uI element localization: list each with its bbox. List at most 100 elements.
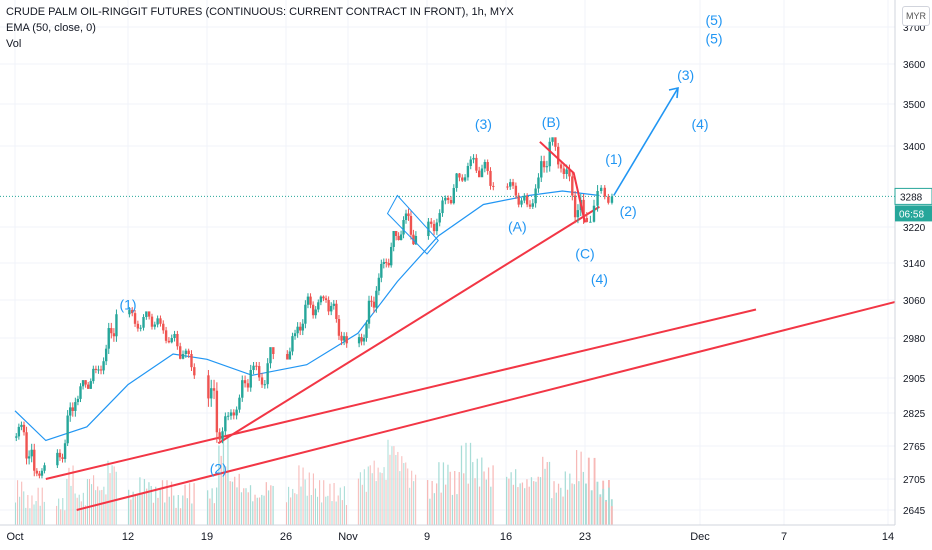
candle-body — [218, 432, 221, 440]
price-tick-label: 3400 — [903, 142, 926, 153]
volume-bar — [575, 450, 578, 525]
candle-body — [25, 432, 28, 459]
candle-body — [255, 365, 258, 367]
volume-bar — [397, 451, 399, 525]
price-candles — [15, 137, 614, 479]
volume-bar — [19, 496, 21, 525]
ema-legend[interactable]: EMA (50, close, 0) — [6, 22, 96, 34]
volume-bar — [130, 499, 132, 525]
candle-body — [224, 416, 227, 432]
volume-bar — [530, 477, 533, 525]
volume-bar — [345, 505, 347, 525]
volume-bar — [211, 488, 213, 525]
currency-button[interactable]: MYR — [902, 6, 930, 26]
volume-bar — [339, 487, 341, 525]
volume-bar — [512, 484, 515, 525]
volume-bar — [95, 490, 97, 525]
candle-body — [212, 388, 216, 391]
candle-body — [409, 216, 413, 235]
candle-body — [97, 369, 100, 371]
candle-body — [58, 452, 62, 458]
candle-body — [33, 449, 36, 471]
volume-bar — [101, 489, 103, 525]
volume-bar — [413, 481, 415, 525]
volume-bar — [157, 497, 159, 525]
candle-body — [115, 314, 118, 337]
wave-label: (C) — [575, 246, 594, 262]
candle-body — [551, 137, 554, 142]
candle-body — [131, 310, 134, 314]
volume-bar — [41, 487, 43, 525]
volume-bar — [137, 494, 139, 525]
price-tick-label: 3500 — [903, 100, 926, 111]
volume-bar — [84, 505, 86, 525]
volume-bar — [521, 482, 524, 525]
volume-bar — [371, 473, 373, 525]
candle-body — [483, 161, 487, 169]
volume-bar — [25, 507, 27, 525]
volume-bar — [331, 501, 333, 525]
volume-bar — [111, 465, 113, 525]
candle-body — [517, 195, 520, 205]
candle-body — [150, 316, 154, 327]
volume-bar — [249, 485, 252, 525]
chart-legend: CRUDE PALM OIL-RINGGIT FUTURES (CONTINUO… — [6, 4, 514, 52]
time-tick-label: 26 — [280, 531, 292, 543]
candle-body — [102, 361, 105, 371]
candle-body — [475, 157, 478, 171]
candle-body — [322, 296, 325, 299]
symbol-title[interactable]: CRUDE PALM OIL-RINGGIT FUTURES (CONTINUO… — [6, 6, 514, 18]
candle-body — [112, 333, 116, 337]
volume-bar — [542, 456, 544, 525]
volume-bar — [519, 483, 521, 525]
volume-bar — [216, 487, 218, 525]
flag-channel — [386, 194, 439, 255]
projection-arrow-head — [668, 86, 679, 99]
volume-bars — [15, 435, 613, 525]
volume-bar — [236, 487, 238, 525]
volume-bar — [438, 462, 440, 525]
volume-bar — [323, 480, 325, 525]
countdown-value: 06:58 — [899, 209, 924, 220]
candle-body — [170, 338, 173, 343]
candle-body — [392, 230, 395, 247]
volume-bar — [319, 480, 321, 525]
volume-bar — [485, 479, 487, 525]
volume-bar — [405, 462, 407, 525]
candle-body — [35, 470, 39, 474]
volume-bar — [267, 490, 270, 525]
time-tick-label: 16 — [500, 531, 512, 543]
volume-bar — [407, 468, 409, 525]
candle-body — [565, 169, 568, 174]
volume-bar — [483, 471, 485, 525]
candle-body — [340, 335, 343, 341]
volume-bar — [188, 483, 191, 525]
candle-body — [548, 141, 551, 167]
candle-body — [190, 354, 193, 368]
candle-body — [480, 168, 484, 178]
volume-legend[interactable]: Vol — [6, 38, 22, 50]
candle-body — [92, 368, 95, 382]
volume-bar — [537, 476, 539, 525]
candle-body — [84, 380, 87, 385]
volume-bar — [379, 472, 381, 525]
volume-bar — [456, 494, 458, 525]
candle-body — [272, 347, 275, 354]
candle-body — [133, 313, 137, 324]
time-tick-label: 19 — [201, 531, 213, 543]
wave-label: (5) — [705, 12, 722, 28]
volume-bar — [68, 467, 70, 525]
volume-bar — [161, 480, 164, 525]
volume-bar — [555, 492, 557, 525]
candle-body — [178, 346, 182, 359]
volume-bar — [361, 484, 363, 525]
volume-bar — [569, 473, 571, 525]
candle-body — [335, 303, 338, 319]
volume-bar — [272, 485, 274, 525]
volume-bar — [578, 481, 580, 525]
candle-body — [477, 170, 481, 178]
candle-body — [81, 380, 85, 387]
trendline — [45, 308, 757, 480]
wave-annotations: (1) (2) (3) (A) (B) (C) (4) (1) (2) (3) (4) (5) (5) — [119, 12, 722, 476]
